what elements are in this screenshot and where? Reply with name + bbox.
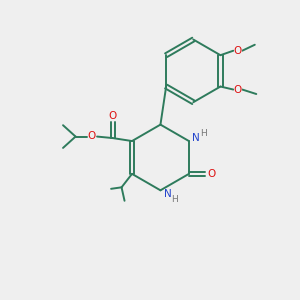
Text: N: N <box>193 133 200 143</box>
Text: H: H <box>200 129 207 138</box>
Text: O: O <box>207 169 215 179</box>
Text: H: H <box>171 195 178 204</box>
Text: O: O <box>234 46 242 56</box>
Text: O: O <box>88 131 96 141</box>
Text: O: O <box>234 85 242 94</box>
Text: N: N <box>164 189 172 199</box>
Text: O: O <box>109 111 117 121</box>
